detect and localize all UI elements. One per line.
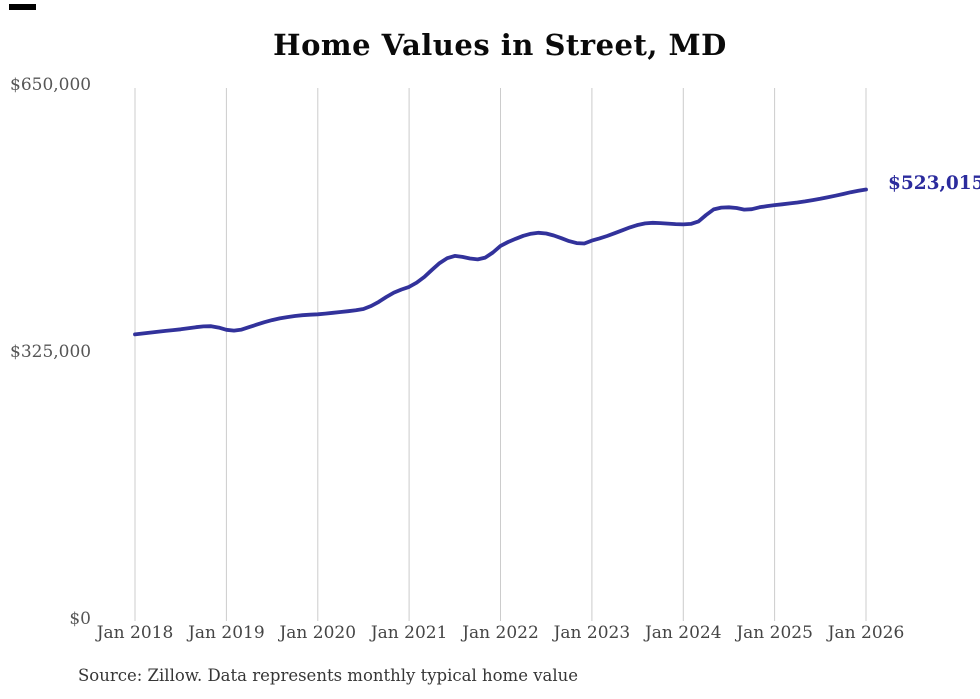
chart-title: Home Values in Street, MD bbox=[273, 28, 727, 62]
latest-value-label: $523,015 bbox=[888, 173, 980, 194]
x-axis-tick-jan-2019: Jan 2019 bbox=[188, 623, 265, 643]
x-axis-tick-jan-2025: Jan 2025 bbox=[736, 623, 813, 643]
source-attribution: Source: Zillow. Data represents monthly … bbox=[78, 666, 579, 685]
y-axis-tick-325000: $325,000 bbox=[10, 342, 92, 362]
corner-mark bbox=[9, 4, 36, 10]
x-axis-tick-jan-2023: Jan 2023 bbox=[553, 623, 631, 643]
x-axis-tick-jan-2020: Jan 2020 bbox=[279, 623, 357, 643]
x-axis-tick-jan-2018: Jan 2018 bbox=[96, 623, 174, 643]
x-axis-tick-jan-2021: Jan 2021 bbox=[370, 623, 448, 643]
x-axis-tick-jan-2024: Jan 2024 bbox=[644, 623, 722, 643]
x-axis-tick-jan-2026: Jan 2026 bbox=[827, 623, 905, 643]
x-axis-tick-jan-2022: Jan 2022 bbox=[462, 623, 539, 643]
y-axis-tick-0: $0 bbox=[69, 609, 91, 629]
y-axis-tick-650000: $650,000 bbox=[10, 75, 92, 95]
